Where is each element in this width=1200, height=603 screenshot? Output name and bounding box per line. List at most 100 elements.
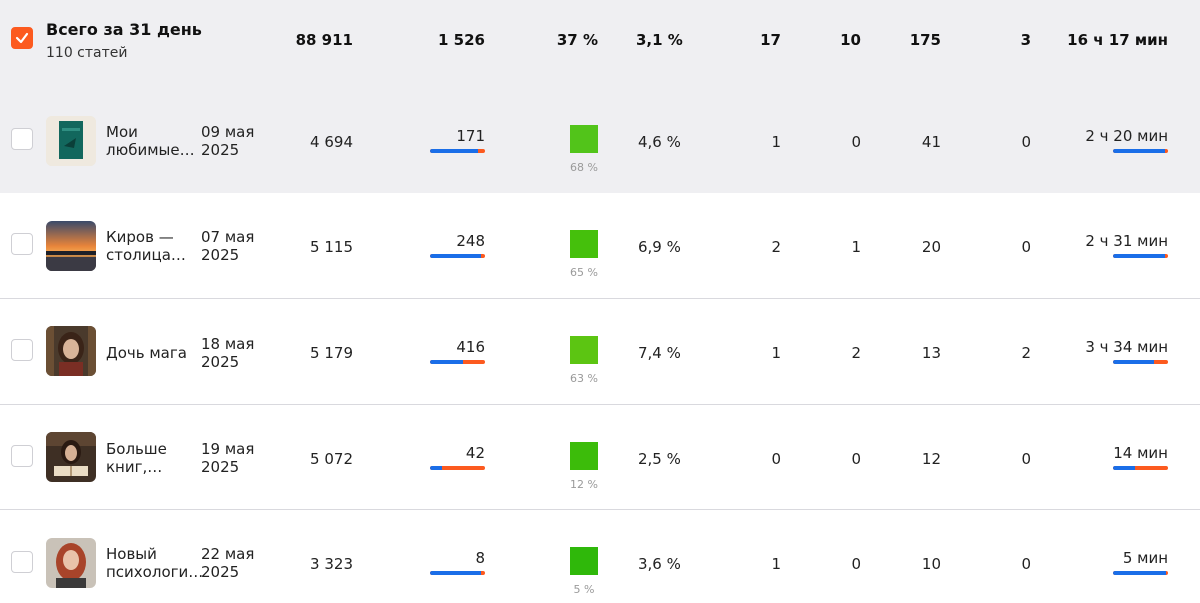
reads-bar: [430, 571, 485, 575]
col5-value: 1: [771, 344, 781, 362]
summary-col7: 175: [909, 31, 941, 49]
time-bar: [1113, 571, 1168, 575]
time-value: 2 ч 20 мин: [1085, 127, 1168, 145]
col8-value: 0: [1021, 238, 1031, 256]
col5-value: 1: [771, 133, 781, 151]
sunset-image-icon: [46, 221, 96, 271]
summary-reads: 1 526: [438, 31, 485, 49]
share-label: 5 %: [573, 583, 595, 596]
views-value: 3 323: [310, 555, 353, 573]
reads-value: 416: [456, 338, 485, 356]
summary-ctr: 3,1 %: [636, 31, 683, 49]
col5-value: 0: [771, 450, 781, 468]
summary-col8: 3: [1020, 31, 1031, 49]
col8-value: 0: [1021, 450, 1031, 468]
col7-value: 13: [921, 344, 941, 362]
views-value: 5 179: [310, 344, 353, 362]
time-value: 5 мин: [1122, 549, 1168, 567]
ctr-value: 6,9 %: [638, 238, 681, 256]
time-bar: [1113, 360, 1168, 364]
article-thumbnail[interactable]: [46, 432, 96, 482]
book-cover-icon: [46, 116, 96, 166]
row-checkbox[interactable]: [11, 128, 33, 150]
share-label: 12 %: [570, 478, 598, 491]
row-checkbox[interactable]: [11, 445, 33, 467]
reads-bar: [430, 149, 485, 153]
col8-value: 2: [1021, 344, 1031, 362]
reads-value: 42: [465, 444, 485, 462]
time-value: 3 ч 34 мин: [1085, 338, 1168, 356]
reading-girl-icon: [46, 432, 96, 482]
col7-value: 41: [921, 133, 941, 151]
table-row[interactable]: Киров — столица… 07 мая 2025 5 115 248 6…: [0, 193, 1200, 299]
article-thumbnail[interactable]: [46, 221, 96, 271]
share-indicator: [570, 230, 598, 258]
article-thumbnail[interactable]: [46, 116, 96, 166]
ctr-value: 7,4 %: [638, 344, 681, 362]
girl-portrait-icon: [46, 326, 96, 376]
col8-value: 0: [1021, 555, 1031, 573]
article-title[interactable]: Мои любимые…: [106, 123, 195, 159]
ctr-value: 4,6 %: [638, 133, 681, 151]
col6-value: 0: [851, 555, 861, 573]
time-bar: [1113, 149, 1168, 153]
time-value: 2 ч 31 мин: [1085, 232, 1168, 250]
views-value: 5 072: [310, 450, 353, 468]
time-bar: [1113, 466, 1168, 470]
time-bar: [1113, 254, 1168, 258]
views-value: 4 694: [310, 133, 353, 151]
table-row[interactable]: Новый психологи… 22 мая 2025 3 323 8 5 %…: [0, 510, 1200, 603]
col5-value: 1: [771, 555, 781, 573]
table-row[interactable]: Дочь мага 18 мая 2025 5 179 416 63 % 7,4…: [0, 299, 1200, 405]
share-label: 63 %: [570, 372, 598, 385]
woman-portrait-icon: [46, 538, 96, 588]
select-all-checkbox[interactable]: [11, 27, 33, 49]
reads-value: 8: [475, 549, 485, 567]
col6-value: 0: [851, 450, 861, 468]
views-value: 5 115: [310, 238, 353, 256]
article-title[interactable]: Больше книг,…: [106, 440, 167, 476]
share-label: 68 %: [570, 161, 598, 174]
share-indicator: [570, 125, 598, 153]
ctr-value: 2,5 %: [638, 450, 681, 468]
article-thumbnail[interactable]: [46, 326, 96, 376]
reads-value: 171: [456, 127, 485, 145]
col6-value: 2: [851, 344, 861, 362]
article-date: 09 мая 2025: [201, 123, 255, 159]
col7-value: 20: [921, 238, 941, 256]
row-checkbox[interactable]: [11, 551, 33, 573]
article-title[interactable]: Дочь мага: [106, 344, 187, 362]
row-checkbox[interactable]: [11, 339, 33, 361]
share-label: 65 %: [570, 266, 598, 279]
reads-bar: [430, 466, 485, 470]
share-indicator: [570, 547, 598, 575]
table-row[interactable]: Больше книг,… 19 мая 2025 5 072 42 12 % …: [0, 405, 1200, 510]
reads-bar: [430, 254, 485, 258]
time-value: 14 мин: [1113, 444, 1168, 462]
article-title[interactable]: Новый психологи…: [106, 545, 204, 581]
summary-views: 88 911: [295, 31, 353, 49]
article-date: 18 мая 2025: [201, 335, 255, 371]
summary-share: 37 %: [556, 31, 598, 49]
share-indicator: [570, 336, 598, 364]
col6-value: 1: [851, 238, 861, 256]
article-date: 19 мая 2025: [201, 440, 255, 476]
article-title[interactable]: Киров — столица…: [106, 228, 186, 264]
col7-value: 12: [921, 450, 941, 468]
article-thumbnail[interactable]: [46, 538, 96, 588]
reads-value: 248: [456, 232, 485, 250]
summary-time: 16 ч 17 мин: [1067, 31, 1168, 49]
col7-value: 10: [921, 555, 941, 573]
article-date: 22 мая 2025: [201, 545, 255, 581]
summary-row: Всего за 31 день 110 статей 88 911 1 526…: [0, 0, 1200, 88]
share-indicator: [570, 442, 598, 470]
row-checkbox[interactable]: [11, 233, 33, 255]
col8-value: 0: [1021, 133, 1031, 151]
summary-col6: 10: [840, 31, 861, 49]
table-row[interactable]: Мои любимые… 09 мая 2025 4 694 171 68 % …: [0, 88, 1200, 193]
summary-col5: 17: [760, 31, 781, 49]
col6-value: 0: [851, 133, 861, 151]
col5-value: 2: [771, 238, 781, 256]
ctr-value: 3,6 %: [638, 555, 681, 573]
